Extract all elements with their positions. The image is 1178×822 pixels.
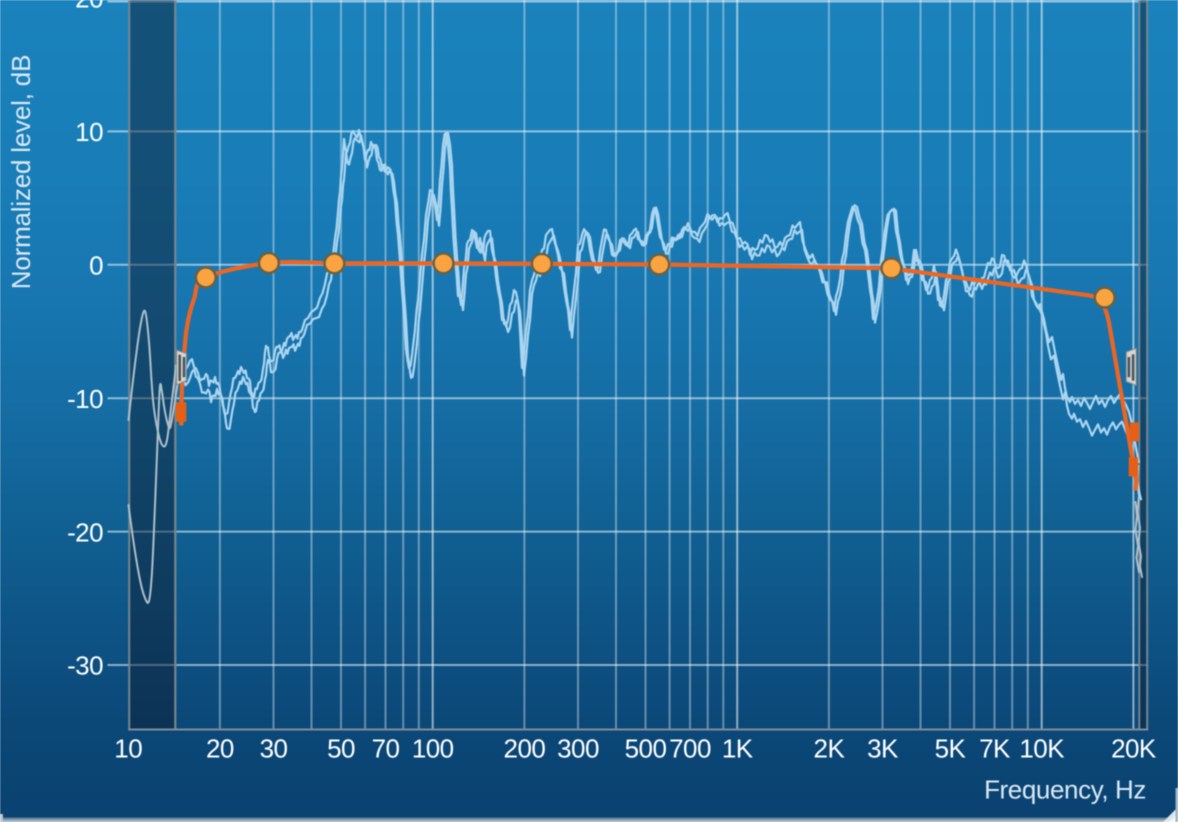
svg-text:-20: -20 bbox=[67, 517, 103, 547]
svg-text:10K: 10K bbox=[1019, 734, 1065, 764]
svg-text:300: 300 bbox=[557, 734, 599, 764]
svg-text:20K: 20K bbox=[1111, 734, 1157, 764]
svg-text:20: 20 bbox=[206, 734, 234, 764]
svg-text:50: 50 bbox=[327, 734, 355, 764]
svg-text:5K: 5K bbox=[935, 734, 967, 764]
svg-text:500: 500 bbox=[625, 734, 667, 764]
svg-text:-10: -10 bbox=[67, 384, 103, 414]
svg-text:70: 70 bbox=[372, 734, 400, 764]
svg-text:700: 700 bbox=[669, 734, 711, 764]
svg-text:10: 10 bbox=[114, 734, 142, 764]
svg-text:0: 0 bbox=[89, 251, 103, 281]
svg-text:200: 200 bbox=[504, 734, 546, 764]
svg-text:10: 10 bbox=[75, 117, 103, 147]
svg-text:3K: 3K bbox=[867, 734, 899, 764]
svg-text:1K: 1K bbox=[722, 734, 754, 764]
svg-text:100: 100 bbox=[412, 734, 454, 764]
svg-text:7K: 7K bbox=[979, 734, 1011, 764]
svg-text:Frequency, Hz: Frequency, Hz bbox=[984, 775, 1146, 805]
svg-text:30: 30 bbox=[260, 734, 288, 764]
svg-text:-30: -30 bbox=[67, 651, 103, 681]
svg-text:20: 20 bbox=[75, 0, 103, 13]
svg-text:Normalized level, dB: Normalized level, dB bbox=[6, 55, 36, 289]
svg-text:2K: 2K bbox=[814, 734, 846, 764]
